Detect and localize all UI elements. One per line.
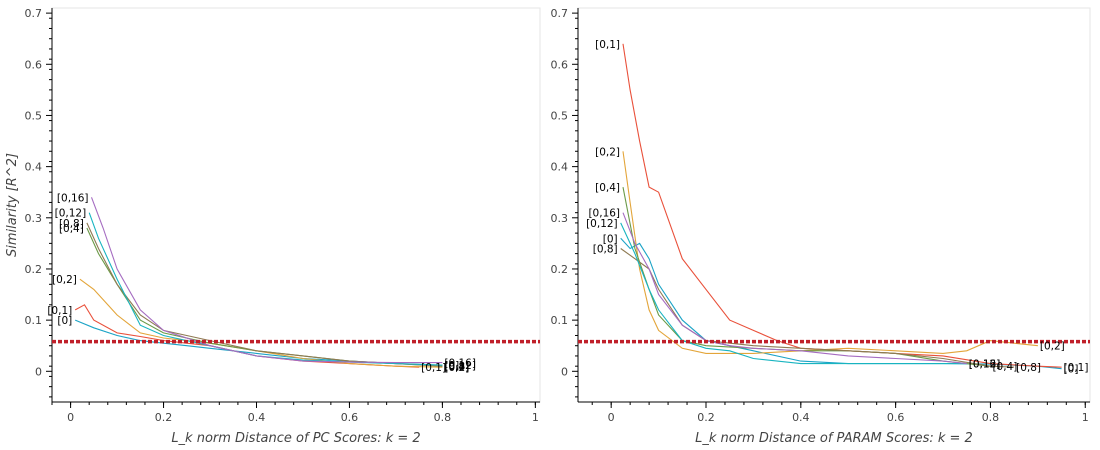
series-line-7 [90, 197, 443, 364]
series-line-2 [74, 304, 420, 368]
x-tick-label: 0.8 [434, 411, 452, 424]
series-start-label: [0,16] [588, 208, 620, 220]
y-tick-label: 0.6 [551, 58, 569, 71]
series-end-label: [0,1] [421, 362, 446, 374]
y-tick-label: 0.3 [25, 212, 43, 225]
chart-panel-2: 0 0.1 0.2 0.3 0.4 0.5 0.6 0.7 0 0.2 0.4 0.6 0.8 1 L_k … [551, 7, 1091, 446]
x-tick-label: 0.6 [341, 411, 359, 424]
series-start-label: [0,4] [59, 223, 84, 235]
series-start-label: [0,12] [55, 208, 87, 220]
series-end-label: [0,8] [1016, 362, 1041, 374]
x-tick-label: 0.6 [887, 411, 905, 424]
y-tick-label: 0 [35, 365, 42, 378]
y-tick-label: 0.5 [25, 109, 43, 122]
x-tick-label: 0.2 [697, 411, 715, 424]
series-end-label: [0,8] [444, 361, 469, 373]
y-tick-label: 0.7 [551, 7, 569, 20]
x-tick-label: 0 [67, 411, 74, 424]
x-axis-label: L_k norm Distance of PC Scores: k = 2 [171, 431, 420, 446]
series-line-7 [622, 212, 967, 365]
chart-panel-1: 0 0.1 0.2 0.3 0.4 0.5 0.6 0.7 0 0.2 0.4 0.6 0.8 1 L_k … [5, 7, 541, 446]
series-end-label: [0,4] [444, 361, 469, 373]
series-end-label: [0,2] [1040, 341, 1065, 353]
x-tick-label: 0.4 [248, 411, 266, 424]
series-end-label: [0,2] [444, 362, 469, 374]
x-tick-label: 0.8 [982, 411, 1000, 424]
series-end-label: [0,16] [444, 358, 476, 370]
y-tick-label: 0.7 [25, 7, 43, 20]
y-tick-label: 0.3 [551, 212, 569, 225]
series-end-label: [0,16] [969, 359, 1001, 371]
x-tick-label: 1 [532, 411, 539, 424]
series-start-label: [0] [57, 315, 72, 327]
y-tick-label: 0.2 [25, 263, 43, 276]
y-tick-label: 0.4 [25, 161, 43, 174]
y-tick-label: 0.1 [551, 314, 569, 327]
series-start-label: [0,12] [586, 218, 618, 230]
y-tick-label: 0.6 [25, 58, 43, 71]
series-line-3 [622, 151, 1038, 354]
series-line-4 [86, 227, 443, 367]
y-tick-label: 0 [561, 365, 568, 378]
series-start-label: [0,1] [47, 305, 72, 317]
y-tick-label: 0.4 [551, 161, 569, 174]
x-tick-label: 0.2 [155, 411, 173, 424]
x-tick-label: 1 [1082, 411, 1089, 424]
series-line-5 [620, 248, 1015, 368]
y-axis-label: Similarity [R^2] [5, 153, 20, 257]
series-end-label: [0,1] [1064, 362, 1089, 374]
series-end-label: [0] [444, 360, 459, 372]
series-start-label: [0] [603, 233, 618, 245]
x-axis-label: L_k norm Distance of PARAM Scores: k = 2 [695, 431, 973, 446]
series-start-label: [0,2] [52, 274, 77, 286]
series-line-5 [86, 222, 443, 367]
series-line-6 [620, 222, 967, 365]
series-line-2 [622, 43, 1062, 368]
series-start-label: [0,2] [595, 146, 620, 158]
series-start-label: [0,16] [57, 192, 89, 204]
y-tick-label: 0.5 [551, 109, 569, 122]
x-tick-label: 0 [608, 411, 615, 424]
series-start-label: [0,1] [595, 39, 620, 51]
series-start-label: [0,8] [59, 218, 84, 230]
y-tick-label: 0.1 [25, 314, 43, 327]
series-end-label: [0,12] [444, 360, 476, 372]
series-end-label: [0] [1064, 364, 1079, 376]
series-line-4 [622, 186, 991, 367]
y-tick-label: 0.2 [551, 263, 569, 276]
x-tick-label: 0.4 [792, 411, 810, 424]
series-end-label: [0,4] [992, 361, 1017, 373]
series-end-label: [0,12] [969, 359, 1001, 371]
series-start-label: [0,8] [593, 243, 618, 255]
series-start-label: [0,4] [595, 182, 620, 194]
